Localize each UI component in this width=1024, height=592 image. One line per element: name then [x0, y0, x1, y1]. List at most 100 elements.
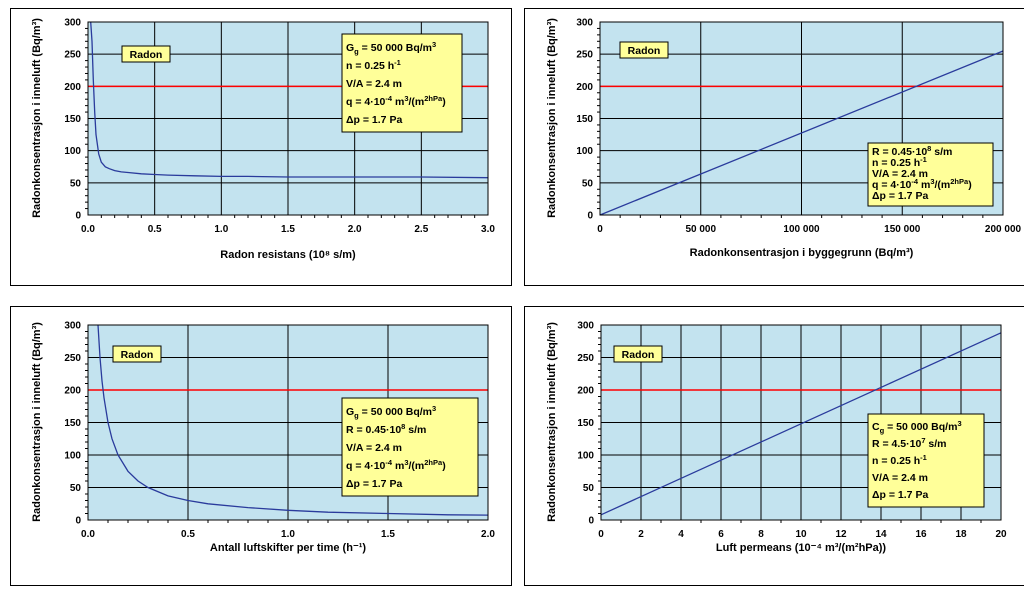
x-tick-label: 10 — [795, 529, 807, 540]
y-axis-label: Radonkonsentrasjon i inneluft (Bq/m³) — [31, 322, 43, 522]
series-line — [599, 50, 1004, 216]
parameter-line: q = 4·10-4​ m3​/(m2hPa​) — [872, 177, 972, 191]
x-tick-label: 1.5 — [381, 529, 395, 540]
y-tick-label: 0 — [587, 211, 593, 222]
series-line — [600, 332, 1002, 516]
parameter-line: n = 0.25 h-1​ — [346, 58, 401, 72]
parameter-line: Δp = 1.7 Pa — [346, 478, 402, 490]
x-axis-label: Radonkonsentrasjon i byggegrunn (Bq/m³) — [690, 247, 914, 259]
y-tick-label: 150 — [576, 114, 593, 125]
y-tick-label: 200 — [577, 386, 594, 397]
parameter-line: Cg​ = 50 000 Bq/m3​ — [872, 419, 962, 435]
parameter-line: Gg​ = 50 000 Bq/m3​ — [346, 40, 436, 56]
parameter-line: R = 0.45·108​ s/m — [346, 422, 426, 436]
plot-border — [599, 21, 1004, 216]
y-tick-label: 150 — [577, 418, 594, 429]
parameter-line: V/A = 2.4 m — [346, 78, 402, 90]
y-axis-label: Radonkonsentrasjon i inneluft (Bq/m³) — [31, 18, 43, 218]
x-tick-label: 0.0 — [81, 529, 95, 540]
x-tick-label: 14 — [875, 529, 887, 540]
radon-tag-box — [112, 345, 162, 363]
radon-tag-label: Radon — [130, 49, 163, 61]
x-tick-label: 0.5 — [148, 224, 162, 235]
y-tick-label: 150 — [64, 418, 81, 429]
parameter-line: V/A = 2.4 m — [346, 442, 402, 454]
y-axis-label: Radonkonsentrasjon i inneluft (Bq/m³) — [546, 18, 558, 218]
y-tick-label: 50 — [582, 178, 594, 189]
x-tick-label: 3.0 — [481, 224, 495, 235]
x-tick-label: 4 — [678, 529, 684, 540]
x-tick-label: 0 — [598, 529, 604, 540]
parameter-box — [867, 142, 994, 207]
x-axis-label: Antall luftskifter per time (h⁻¹) — [210, 542, 366, 554]
x-tick-label: 8 — [758, 529, 764, 540]
y-tick-label: 250 — [64, 50, 81, 61]
series-line — [97, 324, 489, 516]
chart-3: 0.0 0.5 1.0 1.5 2.0 0 50 100 150 200 250 300 Radon Gg… — [31, 321, 495, 555]
y-tick-label: 150 — [64, 114, 81, 125]
parameter-line: V/A = 2.4 m — [872, 472, 928, 484]
x-tick-label: 0 — [597, 224, 603, 235]
x-tick-label: 2 — [638, 529, 644, 540]
parameter-line: q = 4·10-4​ m3​/(m2hPa​) — [346, 94, 446, 108]
parameter-line: Δp = 1.7 Pa — [872, 489, 928, 501]
x-tick-label: 2.5 — [414, 224, 428, 235]
parameter-box — [341, 397, 479, 497]
parameter-line: Gg​ = 50 000 Bq/m3​ — [346, 404, 436, 420]
y-tick-label: 300 — [64, 321, 81, 332]
x-tick-label: 6 — [718, 529, 724, 540]
parameter-line: V/A = 2.4 m — [872, 168, 928, 180]
y-tick-label: 300 — [577, 321, 594, 332]
x-tick-label: 150 000 — [884, 224, 921, 235]
x-tick-label: 100 000 — [783, 224, 820, 235]
x-tick-label: 2.0 — [481, 529, 495, 540]
x-tick-label: 2.0 — [348, 224, 362, 235]
radon-tag-box — [619, 41, 669, 59]
x-tick-label: 20 — [995, 529, 1007, 540]
radon-tag-box — [121, 45, 171, 63]
radon-tag-label: Radon — [628, 45, 661, 57]
x-tick-label: 200 000 — [985, 224, 1022, 235]
parameter-line: q = 4·10-4​ m3​/(m2hPa​) — [346, 458, 446, 472]
parameter-line: n = 0.25 h-1​ — [872, 453, 927, 467]
x-tick-label: 0.0 — [81, 224, 95, 235]
y-tick-label: 250 — [577, 353, 594, 364]
x-tick-label: 1.5 — [281, 224, 295, 235]
x-tick-label: 18 — [955, 529, 967, 540]
y-tick-label: 50 — [583, 483, 595, 494]
y-tick-label: 200 — [64, 82, 81, 93]
y-tick-label: 200 — [576, 82, 593, 93]
parameter-line: Δp = 1.7 Pa — [872, 190, 928, 202]
chart-1: 0.0 0.5 1.0 1.5 2.0 2.5 3.0 0 50 100 150 200 250 300 R… — [31, 18, 495, 262]
y-tick-label: 0 — [75, 516, 81, 527]
plot-border — [600, 324, 1002, 521]
parameter-box — [341, 33, 463, 133]
y-tick-label: 200 — [64, 386, 81, 397]
x-tick-label: 1.0 — [214, 224, 228, 235]
chart-4: 0 2 4 6 8 10 12 14 16 18 20050100150200250300Radon… — [546, 321, 1007, 555]
y-tick-label: 100 — [577, 451, 594, 462]
x-tick-label: 16 — [915, 529, 927, 540]
y-tick-label: 250 — [576, 50, 593, 61]
radon-tag-box — [613, 345, 663, 363]
x-tick-label: 12 — [835, 529, 847, 540]
y-tick-label: 300 — [576, 18, 593, 29]
radon-tag-label: Radon — [121, 349, 154, 361]
parameter-box — [867, 413, 985, 508]
y-tick-label: 0 — [75, 211, 81, 222]
parameter-line: R = 0.45·108​ s/m — [872, 144, 952, 158]
chart-2: 0 50 000 100 000 150 000 200 000 0 50 100 150 200… — [546, 18, 1022, 260]
plot-border — [87, 324, 489, 521]
x-tick-label: 50 000 — [685, 224, 716, 235]
y-tick-label: 100 — [64, 451, 81, 462]
y-tick-label: 100 — [64, 146, 81, 157]
x-tick-label: 1.0 — [281, 529, 295, 540]
parameter-line: R = 4.5·107​ s/m — [872, 436, 947, 450]
x-tick-label: 0.5 — [181, 529, 195, 540]
parameter-line: Δp = 1.7 Pa — [346, 114, 402, 126]
x-axis-label: Luft permeans (10⁻⁴ m³/(m²hPa)) — [716, 542, 886, 554]
y-axis-label: Radonkonsentrasjon i inneluft (Bq/m³) — [546, 322, 558, 522]
y-tick-label: 0 — [588, 516, 594, 527]
parameter-line: n = 0.25 h-1​ — [872, 155, 927, 169]
